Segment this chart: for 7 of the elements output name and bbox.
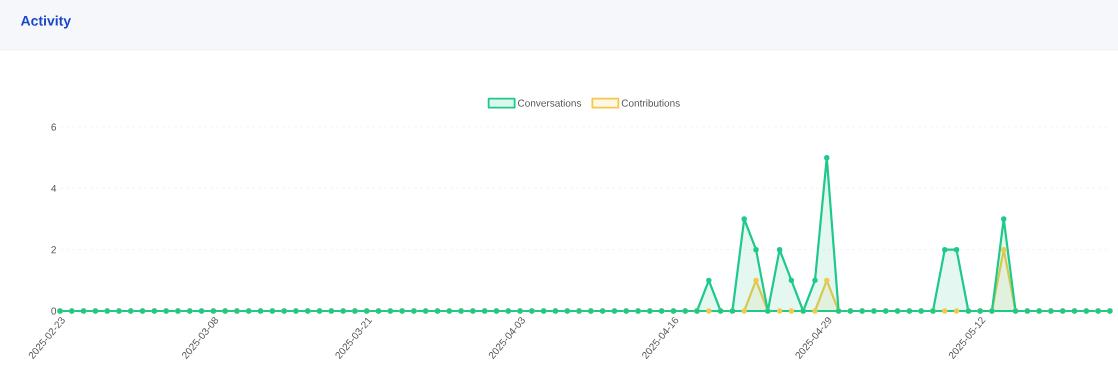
- chart-title: Activity: [20, 15, 72, 29]
- y-tick-label: 0: [51, 307, 57, 315]
- legend-label: Contributions: [621, 99, 680, 107]
- y-tick-label: 6: [51, 123, 57, 131]
- y-tick-label: 2: [51, 246, 56, 254]
- legend-label: Conversations: [518, 99, 582, 107]
- y-tick-label: 4: [51, 184, 57, 192]
